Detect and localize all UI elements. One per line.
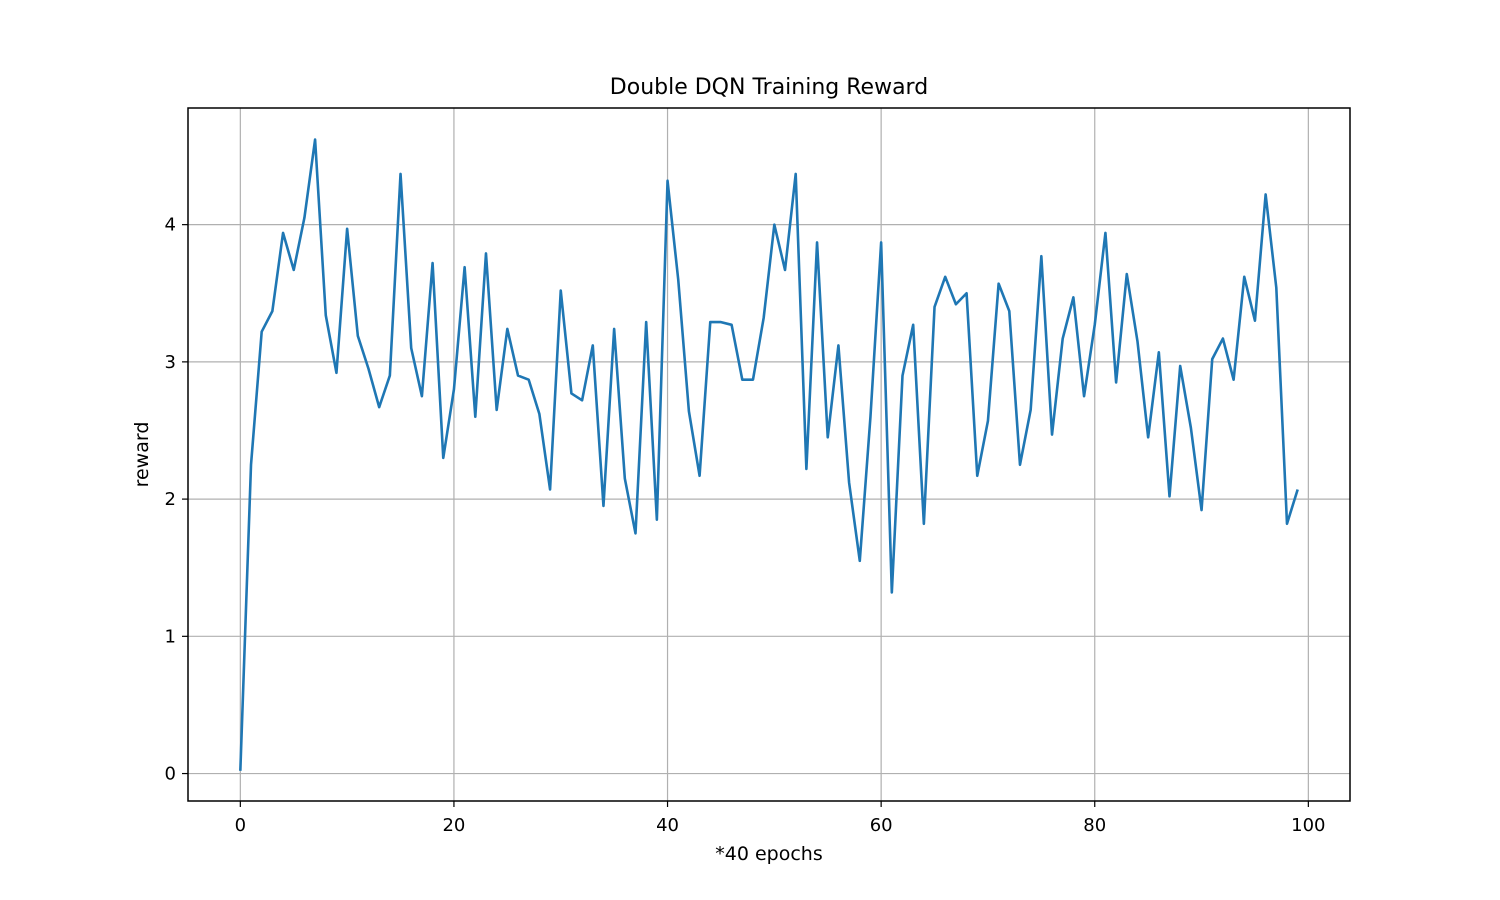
y-tick-label: 2: [165, 489, 176, 510]
x-axis-label: *40 epochs: [715, 843, 822, 865]
y-tick-label: 0: [165, 764, 176, 785]
x-tick-label: 0: [235, 815, 246, 836]
x-tick-label: 100: [1291, 815, 1325, 836]
x-tick-label: 40: [656, 815, 679, 836]
y-tick-label: 3: [165, 352, 176, 373]
plot-frame: [187, 107, 1351, 802]
x-tick-label: 60: [870, 815, 893, 836]
x-tick-label: 80: [1083, 815, 1106, 836]
ticks: 0 20 40 60 80 100 0 1 2 3 4: [165, 215, 1326, 836]
y-tick-label: 4: [165, 215, 176, 236]
y-tick-label: 1: [165, 626, 176, 647]
series-line: [239, 138, 1299, 771]
y-axis-label: reward: [131, 422, 153, 488]
chart-title: Double DQN Training Reward: [610, 75, 928, 100]
series-group: [239, 138, 1299, 771]
x-tick-label: 20: [442, 815, 465, 836]
